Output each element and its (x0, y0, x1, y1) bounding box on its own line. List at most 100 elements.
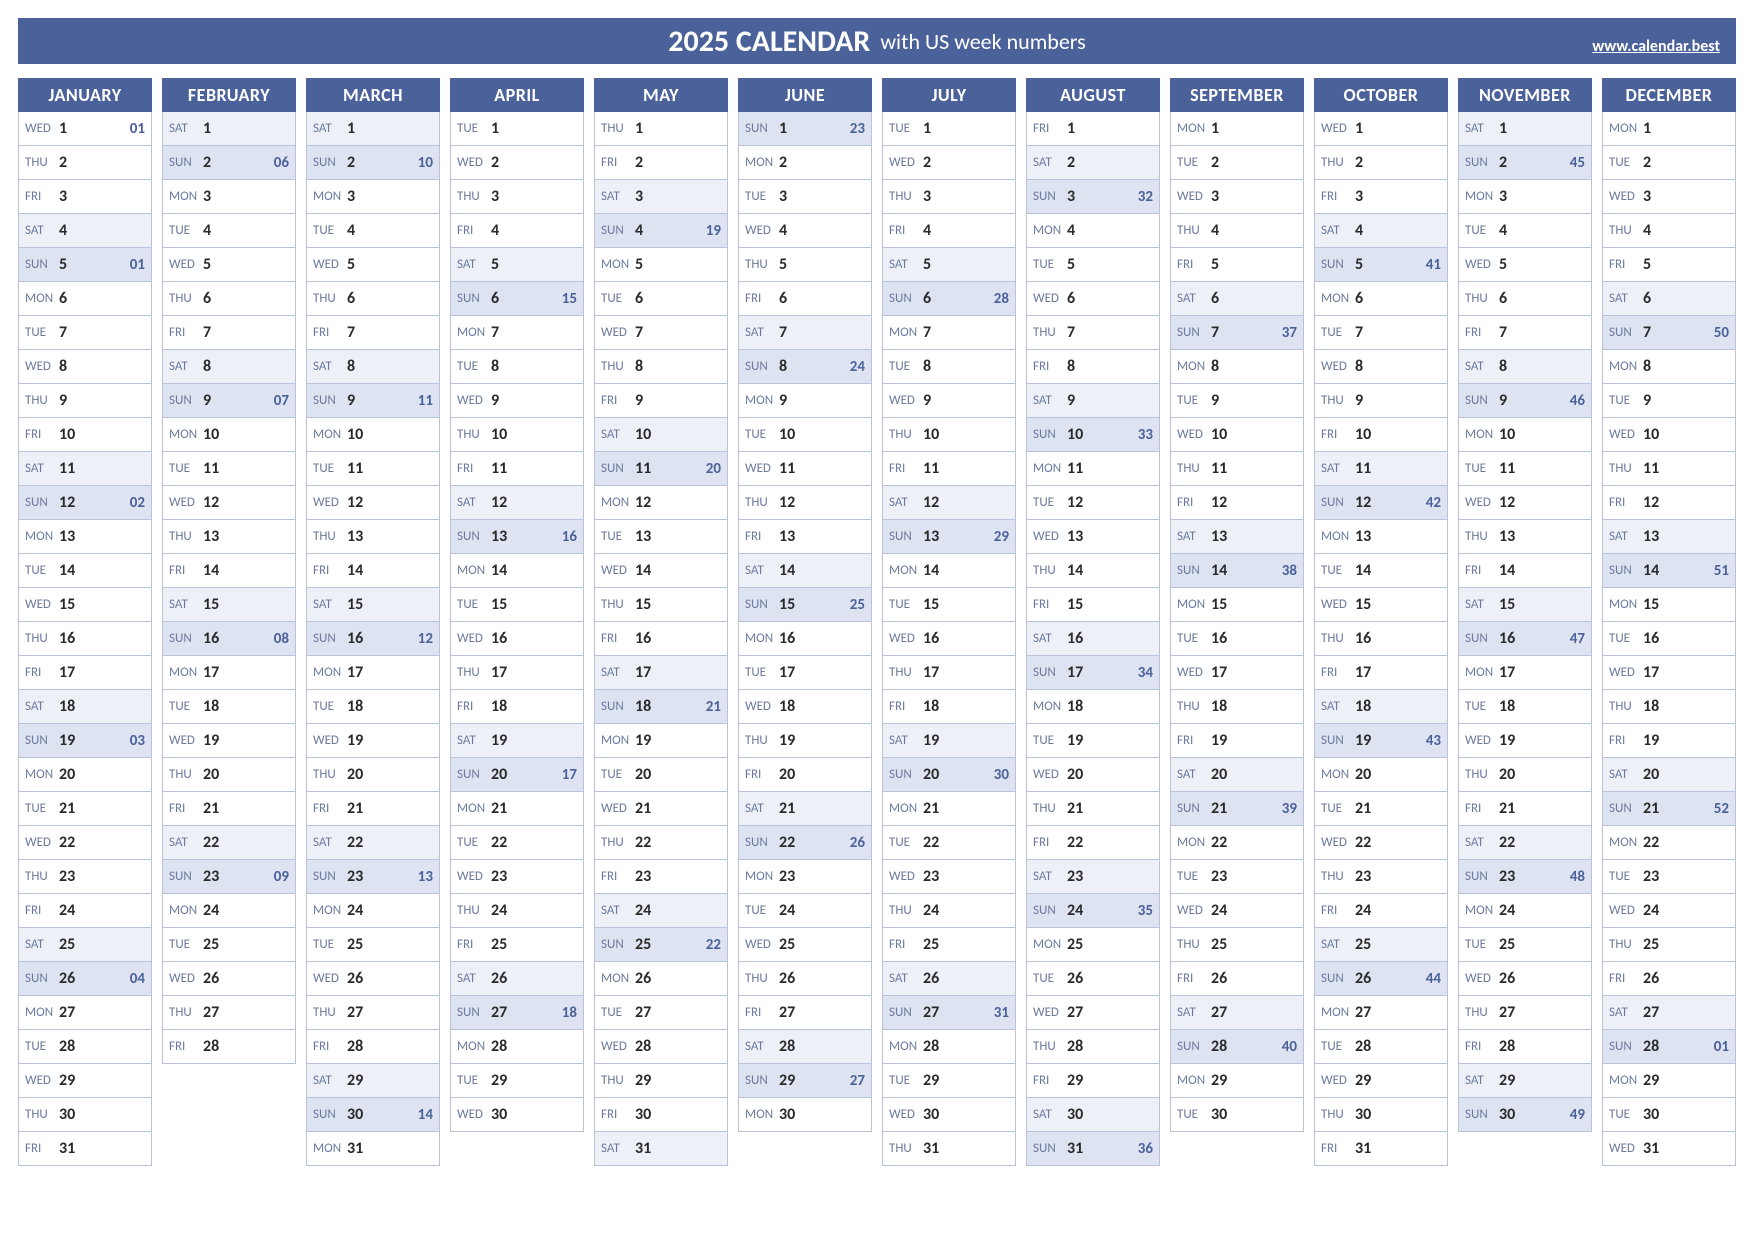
day-of-week: SAT (745, 1039, 779, 1054)
day-number: 20 (635, 765, 651, 784)
day-of-week: TUE (745, 427, 779, 442)
day-number: 10 (635, 425, 651, 444)
day-number: 23 (1499, 867, 1515, 886)
day-cell: FRI28 (1458, 1030, 1592, 1064)
day-of-week: THU (745, 495, 779, 510)
day-cell: THU1 (594, 112, 728, 146)
day-of-week: SAT (313, 597, 347, 612)
day-number: 3 (1067, 187, 1075, 206)
day-cell: WED22 (18, 826, 152, 860)
day-of-week: FRI (601, 393, 635, 408)
day-number: 27 (1067, 1003, 1083, 1022)
day-of-week: WED (889, 869, 923, 884)
day-cell: WED24 (1602, 894, 1736, 928)
day-cell: SUN1612 (306, 622, 440, 656)
day-of-week: WED (169, 733, 203, 748)
day-cell: SUN210 (306, 146, 440, 180)
day-of-week: FRI (169, 801, 203, 816)
day-number: 8 (347, 357, 355, 376)
day-of-week: SAT (1609, 1005, 1643, 1020)
day-cell: FRI25 (450, 928, 584, 962)
day-of-week: FRI (745, 291, 779, 306)
site-link[interactable]: www.calendar.best (1592, 37, 1720, 56)
day-cell: SUN1033 (1026, 418, 1160, 452)
day-cell: SUN1120 (594, 452, 728, 486)
day-of-week: MON (1177, 359, 1211, 374)
day-cell: THU20 (1458, 758, 1592, 792)
day-cell: SAT19 (882, 724, 1016, 758)
day-cell: MON23 (738, 860, 872, 894)
day-number: 6 (203, 289, 211, 308)
day-of-week: SUN (601, 223, 635, 238)
day-of-week: MON (1321, 1005, 1355, 1020)
week-number: 43 (1426, 732, 1441, 750)
day-cell: SUN1608 (162, 622, 296, 656)
day-number: 12 (203, 493, 219, 512)
day-of-week: MON (1609, 597, 1643, 612)
week-number: 25 (850, 596, 865, 614)
day-number: 12 (1499, 493, 1515, 512)
day-number: 28 (1499, 1037, 1515, 1056)
day-of-week: WED (601, 563, 635, 578)
day-of-week: SUN (313, 155, 347, 170)
week-number: 50 (1714, 324, 1729, 342)
day-of-week: TUE (745, 665, 779, 680)
day-number: 19 (923, 731, 939, 750)
day-of-week: MON (1465, 903, 1499, 918)
day-of-week: WED (25, 835, 59, 850)
day-cell: FRI19 (1602, 724, 1736, 758)
day-of-week: FRI (1177, 495, 1211, 510)
day-number: 11 (923, 459, 939, 478)
day-of-week: TUE (1465, 461, 1499, 476)
day-number: 4 (1499, 221, 1507, 240)
day-number: 9 (347, 391, 355, 410)
day-number: 28 (923, 1037, 939, 1056)
day-of-week: SAT (313, 835, 347, 850)
week-number: 12 (418, 630, 433, 648)
day-cell: SUN750 (1602, 316, 1736, 350)
month-column: MARCHSAT1SUN210MON3TUE4WED5THU6FRI7SAT8S… (306, 78, 440, 1166)
day-of-week: MON (313, 1141, 347, 1156)
day-number: 7 (1067, 323, 1075, 342)
day-cell: SUN2309 (162, 860, 296, 894)
day-of-week: WED (1609, 665, 1643, 680)
day-number: 15 (779, 595, 795, 614)
day-cell: SUN2927 (738, 1064, 872, 1098)
week-number: 01 (130, 120, 145, 138)
day-of-week: MON (25, 291, 59, 306)
day-of-week: SAT (1465, 597, 1499, 612)
day-cell: TUE3 (738, 180, 872, 214)
day-cell: TUE1 (882, 112, 1016, 146)
day-cell: SAT13 (1170, 520, 1304, 554)
day-number: 18 (1067, 697, 1083, 716)
day-number: 27 (1499, 1003, 1515, 1022)
day-of-week: TUE (1033, 495, 1067, 510)
day-number: 13 (1355, 527, 1371, 546)
day-cell: THU27 (306, 996, 440, 1030)
day-cell: THU31 (882, 1132, 1016, 1166)
day-number: 10 (779, 425, 795, 444)
day-number: 9 (1643, 391, 1651, 410)
day-number: 20 (923, 765, 939, 784)
day-of-week: WED (1321, 835, 1355, 850)
day-of-week: FRI (745, 767, 779, 782)
day-number: 6 (1499, 289, 1507, 308)
day-of-week: THU (1033, 563, 1067, 578)
day-number: 4 (1211, 221, 1219, 240)
day-of-week: WED (889, 631, 923, 646)
day-number: 18 (1499, 697, 1515, 716)
day-number: 10 (1067, 425, 1083, 444)
day-number: 17 (1067, 663, 1083, 682)
day-cell: SUN2139 (1170, 792, 1304, 826)
day-number: 26 (779, 969, 795, 988)
day-cell: SUN1525 (738, 588, 872, 622)
day-number: 13 (59, 527, 75, 546)
day-number: 3 (1355, 187, 1363, 206)
day-of-week: TUE (313, 223, 347, 238)
day-number: 1 (1499, 119, 1507, 138)
day-cell: MON15 (1170, 588, 1304, 622)
day-cell: WED20 (1026, 758, 1160, 792)
day-of-week: MON (601, 971, 635, 986)
day-number: 9 (1067, 391, 1075, 410)
day-cell: SUN541 (1314, 248, 1448, 282)
